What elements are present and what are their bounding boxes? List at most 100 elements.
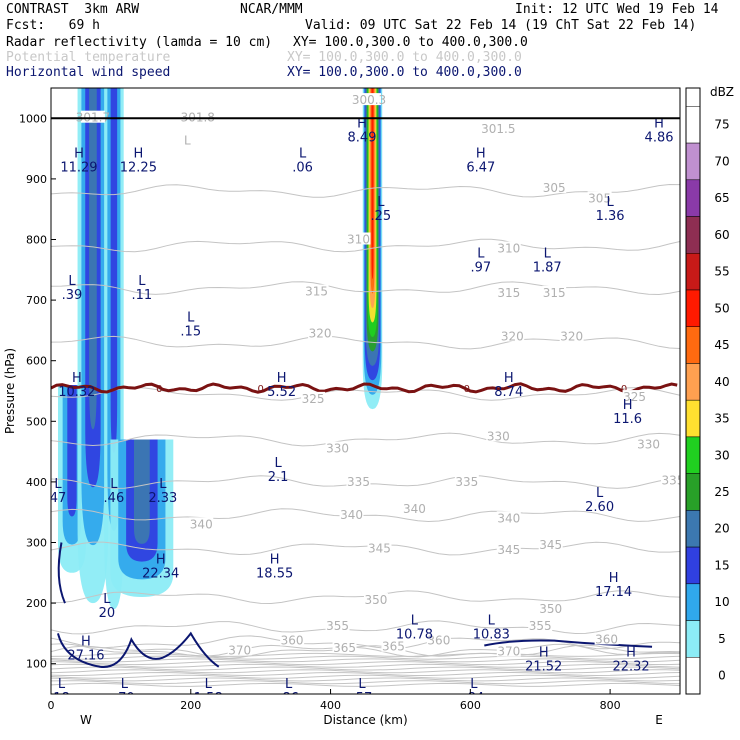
wind-extremum-marker: L (103, 592, 111, 607)
colorbar-swatch (685, 436, 701, 474)
theta-label: 350 (365, 593, 388, 607)
x-tick-label: 0 (48, 699, 55, 712)
theta-label-bg (332, 640, 357, 653)
theta-label: 370 (228, 643, 251, 657)
colorbar-tick-label: 65 (714, 191, 729, 205)
wind-extremum-marker: L (358, 677, 366, 692)
theta-label-bg (542, 180, 567, 193)
zero-contour-label: 0 (156, 384, 162, 395)
reflectivity-core-1-band-20 (89, 88, 97, 430)
theta-label: 345 (539, 538, 562, 552)
wind-extremum-marker: H (539, 645, 549, 660)
y-tick-label: 800 (26, 234, 47, 247)
wind-contour-jet-east (484, 639, 653, 648)
theta-label-bg (227, 643, 252, 656)
colorbar-frame (685, 87, 701, 695)
theta-label: 340 (340, 508, 363, 522)
wind-extremum-value: 11.29 (60, 161, 97, 176)
theta-label-bg (496, 241, 521, 254)
theta-label-bg (402, 502, 427, 515)
theta-label: 345 (497, 543, 520, 557)
forecast-hour: Fcst: 69 h (6, 18, 100, 33)
reflectivity-core-0-band-15 (67, 384, 77, 517)
theta-contour-365 (51, 643, 680, 658)
theta-label: 310 (497, 242, 520, 256)
theta-label-bg (301, 391, 326, 404)
wind-extremum-value: 1.58 (194, 691, 223, 706)
field-title-reflectivity: Radar reflectivity (lamda = 10 cm) (6, 35, 273, 50)
wind-extremum-marker: L (596, 486, 604, 501)
zero-contour-label: 0 (257, 384, 263, 395)
y-tick-label: 200 (26, 597, 47, 610)
theta-label: 360 (281, 634, 304, 648)
theta-contour-upper-9 (51, 658, 680, 663)
init-time: Init: 12 UTC Wed 19 Feb 14 (515, 2, 719, 17)
theta-label-bg (339, 508, 364, 521)
theta-label-bg (381, 639, 406, 652)
theta-label: 315 (497, 286, 520, 300)
theta-contour-upper-0 (51, 682, 680, 687)
wind-extremum-value: 47 (50, 491, 67, 506)
theta-label-bg (363, 593, 388, 606)
wind-extremum-value: .97 (470, 261, 491, 276)
theta-label-bg (308, 326, 333, 339)
theta-label-bg (356, 93, 381, 106)
wind-extremum-marker: H (277, 371, 287, 386)
wind-extremum-value: .25 (371, 209, 392, 224)
theta-contour-upper-1 (51, 680, 680, 685)
y-tick-label: 1000 (19, 112, 47, 125)
theta-contour-upper-4 (51, 671, 680, 677)
x-tick-label: 400 (320, 699, 341, 712)
theta-label: 360 (595, 632, 618, 646)
colorbar-swatch (685, 216, 701, 254)
model-name: CONTRAST 3km ARW (6, 2, 140, 17)
wind-extremum-marker: H (74, 147, 84, 162)
colorbar-swatch (685, 326, 701, 364)
theta-label-bg (528, 619, 553, 632)
field-title-theta: Potential temperature (6, 50, 171, 65)
theta-contour-310 (51, 238, 680, 253)
theta-label-bg (496, 511, 521, 524)
x-axis-label: Distance (km) (323, 713, 407, 727)
theta-label-bg (542, 285, 567, 298)
theta-label: 325 (302, 392, 325, 406)
theta-label: 360 (427, 634, 450, 648)
wind-extremum-value: 2.60 (585, 500, 614, 515)
y-tick-label: 500 (26, 415, 47, 428)
theta-label-bg (538, 537, 563, 550)
theta-label: 350 (539, 602, 562, 616)
theta-contour-315 (51, 281, 680, 296)
y-tick-label: 400 (26, 476, 47, 489)
wind-extremum-marker: L (159, 477, 167, 492)
y-tick-label: 700 (26, 294, 47, 307)
theta-label: 305 (588, 191, 611, 205)
theta-contour-upper-11 (51, 652, 680, 657)
wind-extremum-marker: H (626, 645, 636, 660)
colorbar-tick-label: 0 (718, 669, 726, 683)
theta-label: 355 (326, 619, 349, 633)
theta-label: 365 (382, 640, 405, 654)
wind-extremum-value: 22.34 (142, 567, 179, 582)
wind-extremum-value: 21.52 (525, 659, 562, 674)
theta-label: 340 (497, 511, 520, 525)
theta-label: 335 (662, 474, 685, 488)
wind-extremum-marker: H (654, 116, 664, 131)
wind-extremum-value: 1.36 (596, 209, 625, 224)
theta-contour-upper-5 (51, 669, 680, 674)
colorbar-tick-label: 30 (714, 448, 729, 462)
x-tick-label: 200 (180, 699, 201, 712)
wind-extremum-value: .70 (114, 691, 135, 706)
wind-extremum-marker: L (275, 456, 283, 471)
theta-contour-305 (51, 183, 680, 198)
theta-label-bg (346, 232, 371, 245)
wind-extremum-value: 18.55 (256, 567, 293, 582)
wind-extremum-marker: L (121, 677, 129, 692)
wind-contour-west-low (57, 542, 66, 604)
theta-label-bg (587, 191, 612, 204)
theta-label-bg (594, 632, 619, 645)
wind-extremum-value: .39 (62, 288, 83, 303)
wind-extremum-marker: H (81, 635, 91, 650)
wind-extremum-value: 10.83 (473, 627, 510, 642)
theta-label-bg (661, 473, 680, 486)
